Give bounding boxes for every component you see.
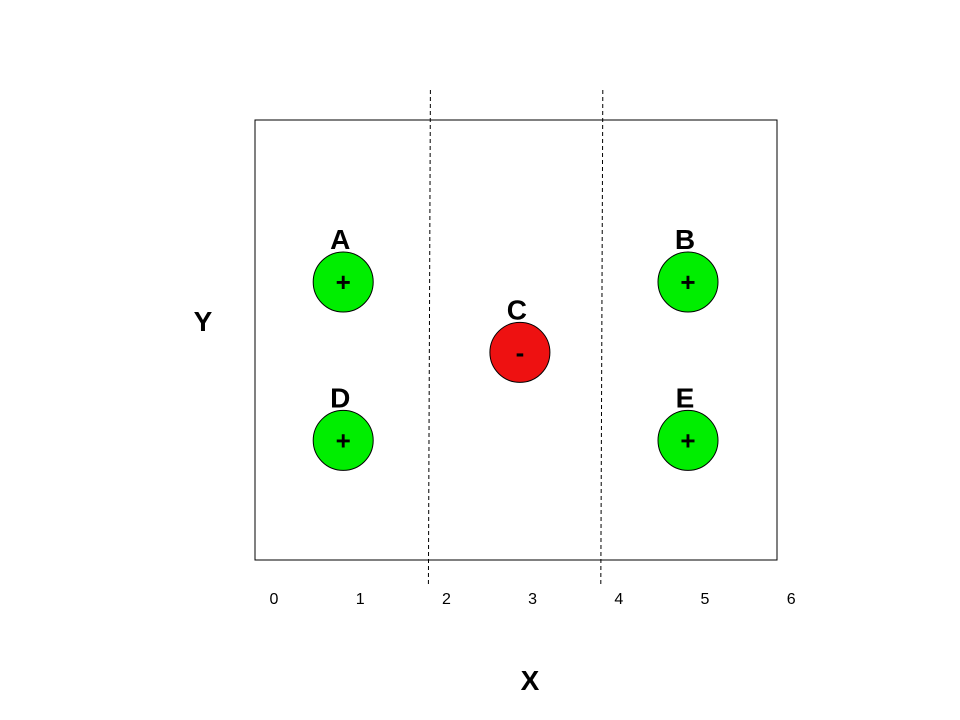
point-c: -C bbox=[489, 294, 551, 383]
point-label: B bbox=[675, 224, 695, 255]
point-a: +A bbox=[312, 224, 374, 313]
point-marker bbox=[657, 409, 719, 471]
x-tick-label: 2 bbox=[442, 591, 451, 608]
boundary-line bbox=[600, 89, 604, 587]
point-sign: + bbox=[336, 267, 351, 297]
point-sign: + bbox=[336, 425, 351, 455]
point-sign: + bbox=[680, 425, 695, 455]
point-b: +B bbox=[657, 224, 719, 313]
data-points: +A+B-C+D+E bbox=[312, 224, 719, 471]
x-tick-label: 3 bbox=[528, 591, 537, 608]
point-label: D bbox=[330, 382, 350, 413]
point-label: E bbox=[676, 382, 695, 413]
x-tick-label: 4 bbox=[614, 591, 623, 608]
point-marker bbox=[312, 251, 374, 313]
point-d: +D bbox=[312, 382, 374, 471]
y-axis-title: Y bbox=[194, 306, 213, 337]
plot-frame bbox=[254, 119, 778, 561]
x-tick-label: 1 bbox=[356, 591, 365, 608]
x-tick-label: 0 bbox=[270, 591, 279, 608]
point-label: C bbox=[507, 294, 527, 325]
x-tick-labels: 0 1 2 3 4 5 6 bbox=[270, 591, 796, 608]
boundary-lines bbox=[427, 89, 604, 587]
point-marker bbox=[312, 409, 374, 471]
point-marker bbox=[657, 251, 719, 313]
boundary-line bbox=[427, 89, 431, 587]
x-axis-title: X bbox=[521, 665, 540, 696]
point-label: A bbox=[330, 224, 350, 255]
point-sign: - bbox=[516, 337, 525, 367]
point-marker bbox=[489, 321, 551, 383]
x-tick-label: 6 bbox=[787, 591, 796, 608]
x-tick-label: 5 bbox=[701, 591, 710, 608]
point-e: +E bbox=[657, 382, 719, 471]
point-sign: + bbox=[680, 267, 695, 297]
